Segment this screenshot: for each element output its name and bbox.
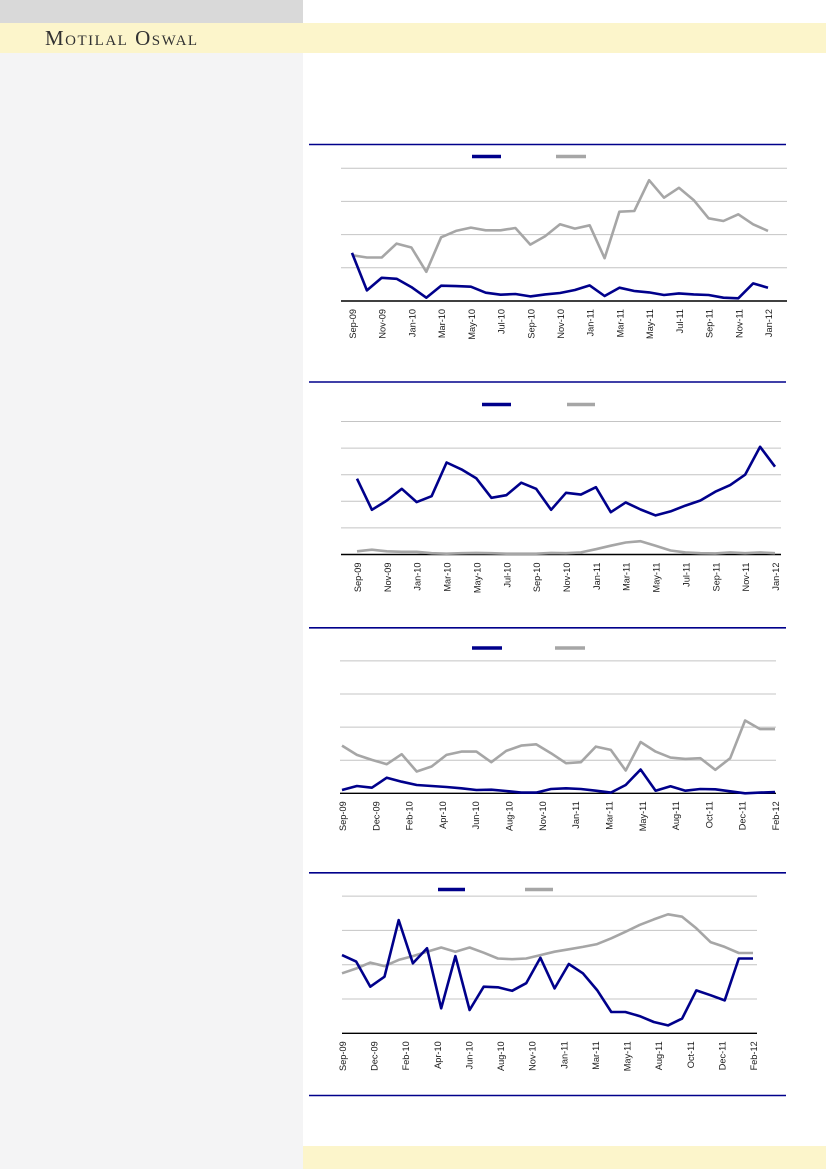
- x-axis-label: Nov-10: [562, 563, 572, 593]
- chart-canvas: Sep-09 Nov-09 Jan-10 Mar-10 May-10 Jul-10 Sep-…: [309, 381, 786, 594]
- x-axis-label: Jan-11: [586, 309, 596, 336]
- x-axis-label: Nov-11: [734, 309, 744, 338]
- x-axis-label: Apr-10: [433, 1041, 443, 1069]
- x-axis-label: May-11: [623, 1041, 633, 1071]
- x-axis-label: Aug-11: [654, 1041, 664, 1070]
- series-navy-line: [350, 252, 769, 300]
- chart-1-figure: Sep-09 Nov-09 Jan-10 Mar-10 May-10 Jul-10 Sep-…: [303, 138, 826, 380]
- x-axis-label: Sep-09: [338, 1041, 348, 1071]
- x-axis-label: Sep-10: [526, 309, 536, 339]
- x-axis-label: Mar-10: [443, 563, 453, 592]
- x-axis-label: Oct-11: [704, 801, 714, 828]
- x-axis-label: Mar-11: [622, 563, 632, 591]
- x-axis-label: May-11: [638, 801, 648, 831]
- x-axis-label: Apr-10: [438, 801, 448, 829]
- x-axis-label: Feb-12: [771, 801, 781, 830]
- x-axis-label: Jul-11: [675, 309, 685, 333]
- x-axis-label: Aug-10: [496, 1041, 506, 1071]
- x-axis-label: May-11: [652, 563, 662, 593]
- x-axis-label: Mar-10: [437, 309, 447, 338]
- chart-canvas: Sep-09 Nov-09 Jan-10 Mar-10 May-10 Jul-10 Sep-…: [309, 143, 787, 340]
- x-axis-label: Feb-10: [401, 1041, 411, 1070]
- series-navy-line: [341, 918, 753, 1027]
- chart-2-figure: Sep-09 Nov-09 Jan-10 Mar-10 May-10 Jul-10 Sep-…: [303, 380, 826, 627]
- x-axis-label: Jan-11: [592, 563, 602, 590]
- series-gray-line: [351, 178, 769, 274]
- x-axis-label: May-11: [645, 309, 655, 339]
- x-axis-label: Sep-10: [532, 563, 542, 593]
- x-axis-label: Feb-12: [749, 1041, 759, 1070]
- series-navy-line: [355, 445, 777, 517]
- x-axis-label: Sep-11: [705, 309, 715, 338]
- x-axis-label: Sep-09: [338, 801, 348, 831]
- x-axis-label: Jan-10: [407, 309, 417, 337]
- x-axis-label: Aug-11: [671, 801, 681, 830]
- x-axis-label: Nov-10: [556, 309, 566, 339]
- x-axis-label: Jul-10: [497, 309, 507, 334]
- brand-band: Motilal Oswal: [0, 23, 826, 53]
- bottom-yellow-band: [303, 1146, 826, 1169]
- x-axis-label: Jan-10: [413, 563, 423, 591]
- x-axis-label: Mar-11: [604, 801, 614, 829]
- x-axis-label: Jan-12: [771, 563, 781, 591]
- x-axis-label: Mar-11: [591, 1041, 601, 1069]
- x-axis-label: Jan-12: [764, 309, 774, 337]
- x-axis-label: Jun-10: [464, 1041, 474, 1069]
- x-axis-label: Jan-11: [559, 1041, 569, 1068]
- x-axis-label: Sep-09: [348, 309, 358, 339]
- x-axis-label: Jun-10: [471, 801, 481, 829]
- x-axis-label: Nov-09: [378, 309, 388, 339]
- x-axis-label: May-10: [472, 563, 482, 594]
- x-axis-label: Nov-11: [741, 563, 751, 592]
- brand-logo-text: Motilal Oswal: [45, 26, 199, 50]
- series-navy-line: [341, 768, 776, 795]
- chart-4-figure: Sep-09 Dec-09 Feb-10 Apr-10 Jun-10 Aug-10 Nov-…: [303, 872, 826, 1111]
- x-axis-label: Nov-10: [528, 1041, 538, 1071]
- x-axis-label: Jul-11: [681, 563, 691, 587]
- x-axis-label: Jul-10: [502, 563, 512, 588]
- x-axis-label: Oct-11: [686, 1041, 696, 1068]
- x-axis-label: Mar-11: [615, 309, 625, 337]
- left-sidebar-panel: [0, 53, 303, 1169]
- chart-canvas: Sep-09 Dec-09 Feb-10 Apr-10 Jun-10 Aug-10 Nov-…: [309, 627, 786, 831]
- chart-canvas: Sep-09 Dec-09 Feb-10 Apr-10 Jun-10 Aug-10 Nov-…: [309, 872, 786, 1097]
- top-gray-bar: [0, 0, 303, 23]
- x-axis-label: May-10: [467, 309, 477, 340]
- series-gray-line: [341, 719, 775, 773]
- x-axis-label: Dec-09: [371, 801, 381, 831]
- x-axis-label: Nov-09: [383, 563, 393, 593]
- x-axis-label: Dec-11: [738, 801, 748, 830]
- x-axis-label: Feb-10: [405, 801, 415, 830]
- x-axis-label: Nov-10: [538, 801, 548, 831]
- x-axis-label: Dec-11: [717, 1041, 727, 1070]
- x-axis-label: Jan-11: [571, 801, 581, 828]
- chart-3-figure: Sep-09 Dec-09 Feb-10 Apr-10 Jun-10 Aug-10 Nov-…: [303, 627, 826, 872]
- x-axis-label: Dec-09: [370, 1041, 380, 1071]
- x-axis-label: Sep-09: [353, 563, 363, 593]
- x-axis-label: Aug-10: [505, 801, 515, 831]
- x-axis-label: Sep-11: [711, 563, 721, 592]
- series-gray-line: [356, 539, 776, 556]
